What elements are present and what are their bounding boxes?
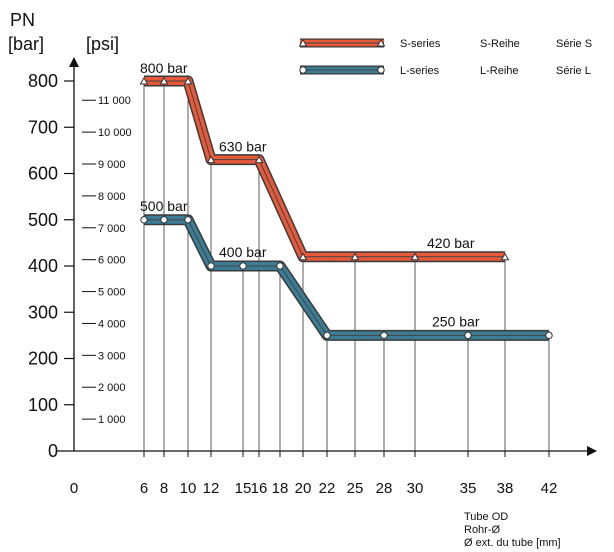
triangle-marker — [206, 155, 216, 164]
x-tick-label: 6 — [140, 480, 148, 497]
y-axis-title: PN — [10, 10, 35, 30]
y-psi-tick-label: 3 000 — [98, 350, 126, 362]
triangle-marker — [350, 252, 360, 261]
legend-label-en: S-series — [400, 38, 441, 50]
y-bar-tick-label: 800 — [28, 71, 58, 91]
circle-marker — [323, 331, 331, 340]
circle-marker — [276, 262, 284, 270]
circle-marker — [140, 216, 148, 224]
legend-label-de: L-Reihe — [480, 65, 519, 77]
legend-label-fr: Série L — [556, 65, 591, 77]
triangle-marker — [298, 38, 308, 47]
legend-label-fr: Série S — [556, 38, 592, 50]
circle-marker — [380, 331, 388, 340]
y-axis-unit-bar: [bar] — [8, 34, 44, 54]
l-series-line-center — [144, 219, 549, 336]
x-tick-label: 8 — [160, 480, 168, 497]
triangle-marker — [254, 155, 264, 164]
value-annotation: 250 bar — [432, 313, 480, 329]
x-tick-label: 16 — [251, 480, 268, 497]
y-axis-unit-psi: [psi] — [86, 34, 119, 54]
x-tick-label: 18 — [272, 480, 289, 497]
y-psi-tick-label: 10 000 — [98, 127, 132, 139]
circle-marker — [239, 262, 247, 270]
x-tick-label: 10 — [180, 480, 197, 497]
triangle-marker — [500, 252, 510, 261]
y-bar-tick-label: 500 — [28, 210, 58, 230]
y-psi-tick-label: 6 000 — [98, 255, 126, 267]
x-tick-label: 20 — [295, 480, 312, 497]
value-annotation: 500 bar — [140, 198, 188, 214]
y-psi-tick-label: 11 000 — [98, 95, 131, 107]
triangle-marker — [410, 252, 420, 261]
x-tick-label: 28 — [376, 480, 393, 497]
y-psi-tick-label: 8 000 — [98, 191, 126, 203]
circle-marker — [299, 66, 307, 74]
circle-marker — [377, 66, 385, 74]
x-tick-label: 38 — [497, 480, 514, 497]
value-annotation: 400 bar — [219, 244, 267, 260]
legend-label-en: L-series — [400, 65, 440, 77]
x-tick-label: 42 — [541, 480, 558, 497]
l-series-line — [144, 215, 549, 340]
y-psi-tick-label: 1 000 — [98, 414, 126, 426]
x-tick-label: 0 — [70, 480, 78, 497]
x-tick-label: 25 — [347, 480, 364, 497]
legend-label-de: S-Reihe — [480, 38, 520, 50]
triangle-marker — [159, 76, 169, 85]
y-psi-tick-label: 5 000 — [98, 287, 126, 299]
x-tick-label: 30 — [407, 480, 424, 497]
y-bar-tick-label: 100 — [28, 395, 58, 415]
triangle-marker — [183, 76, 193, 85]
y-psi-tick-label: 4 000 — [98, 318, 126, 330]
y-psi-tick-label: 2 000 — [98, 382, 126, 394]
y-bar-tick-label: 200 — [28, 349, 58, 369]
triangle-marker — [139, 76, 149, 85]
x-tick-label: 12 — [203, 480, 220, 497]
circle-marker — [160, 216, 168, 224]
value-annotation: 630 bar — [219, 139, 267, 155]
x-axis-label-line-2: Rohr-Ø — [464, 524, 501, 536]
y-psi-tick-label: 9 000 — [98, 159, 126, 171]
y-bar-tick-label: 600 — [28, 164, 58, 184]
y-bar-tick-label: 0 — [48, 441, 58, 461]
x-axis-label-line-1: Tube OD — [464, 511, 508, 523]
value-annotation: 800 bar — [140, 60, 188, 76]
x-tick-label: 22 — [319, 480, 336, 497]
y-bar-tick-label: 300 — [28, 302, 58, 322]
y-bar-tick-label: 400 — [28, 256, 58, 276]
l-series-line-outline — [144, 214, 549, 341]
x-tick-label: 35 — [460, 480, 477, 497]
triangle-marker — [376, 38, 386, 47]
y-bar-tick-label: 700 — [28, 117, 58, 137]
circle-marker — [545, 331, 553, 340]
value-annotation: 420 bar — [427, 235, 475, 251]
circle-marker — [464, 331, 472, 340]
circle-marker — [184, 216, 192, 224]
y-psi-tick-label: 7 000 — [98, 223, 126, 235]
x-axis-label-line-3: Ø ext. du tube [mm] — [464, 537, 561, 549]
triangle-marker — [298, 252, 308, 261]
circle-marker — [207, 262, 215, 270]
x-tick-label: 15 — [235, 480, 252, 497]
